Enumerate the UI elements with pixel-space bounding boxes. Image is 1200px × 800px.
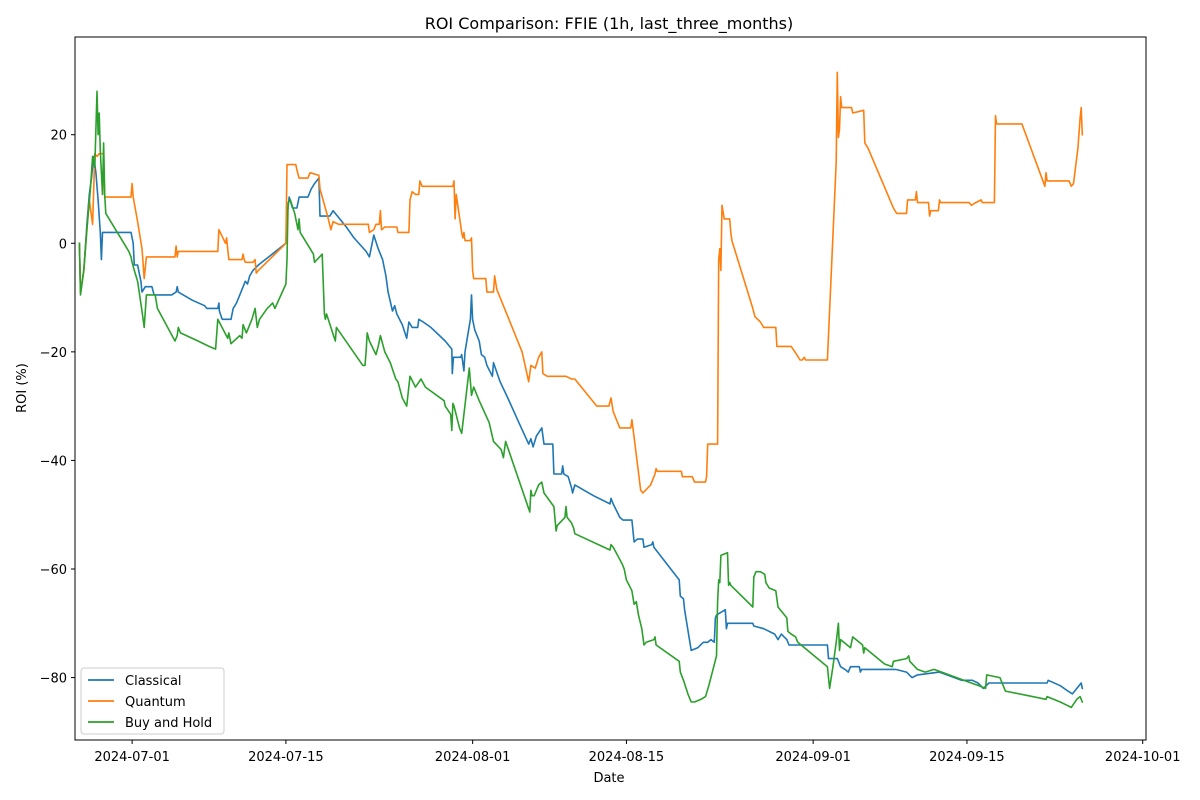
- plot-frame: [74, 36, 1147, 741]
- legend-label-classical: Classical: [125, 674, 182, 689]
- y-tick-label: −40: [40, 454, 67, 469]
- chart-title: ROI Comparison: FFIE (1h, last_three_mon…: [425, 14, 794, 34]
- legend-label-quantum: Quantum: [125, 695, 186, 710]
- y-tick-label: −80: [40, 672, 67, 687]
- x-tick-label: 2024-10-01: [1105, 750, 1181, 765]
- legend-box: [80, 667, 225, 735]
- y-axis-label: ROI (%): [15, 363, 30, 413]
- y-tick-label: 20: [50, 129, 67, 144]
- legend: Classical Quantum Buy and Hold: [80, 667, 225, 735]
- x-axis-label: Date: [593, 771, 624, 786]
- x-tick-label: 2024-08-15: [589, 750, 665, 765]
- plot-lines: [78, 71, 1084, 709]
- x-axis: 2024-07-01 2024-07-15 2024-08-01 2024-08-15…: [94, 740, 1180, 765]
- series-line-quantum: [78, 71, 1084, 494]
- series-line-classical: [78, 155, 1084, 695]
- y-tick-label: −60: [40, 563, 67, 578]
- series-line-buy-and-hold: [78, 90, 1084, 709]
- y-tick-label: 0: [59, 237, 67, 252]
- x-tick-label: 2024-09-01: [775, 750, 851, 765]
- x-tick-label: 2024-07-15: [248, 750, 324, 765]
- x-tick-label: 2024-07-01: [94, 750, 170, 765]
- x-tick-label: 2024-08-01: [435, 750, 511, 765]
- legend-label-buy-and-hold: Buy and Hold: [125, 716, 212, 731]
- y-tick-label: −20: [40, 346, 67, 361]
- x-tick-label: 2024-09-15: [929, 750, 1005, 765]
- y-axis: −80 −60 −40 −20 0 20: [40, 129, 75, 687]
